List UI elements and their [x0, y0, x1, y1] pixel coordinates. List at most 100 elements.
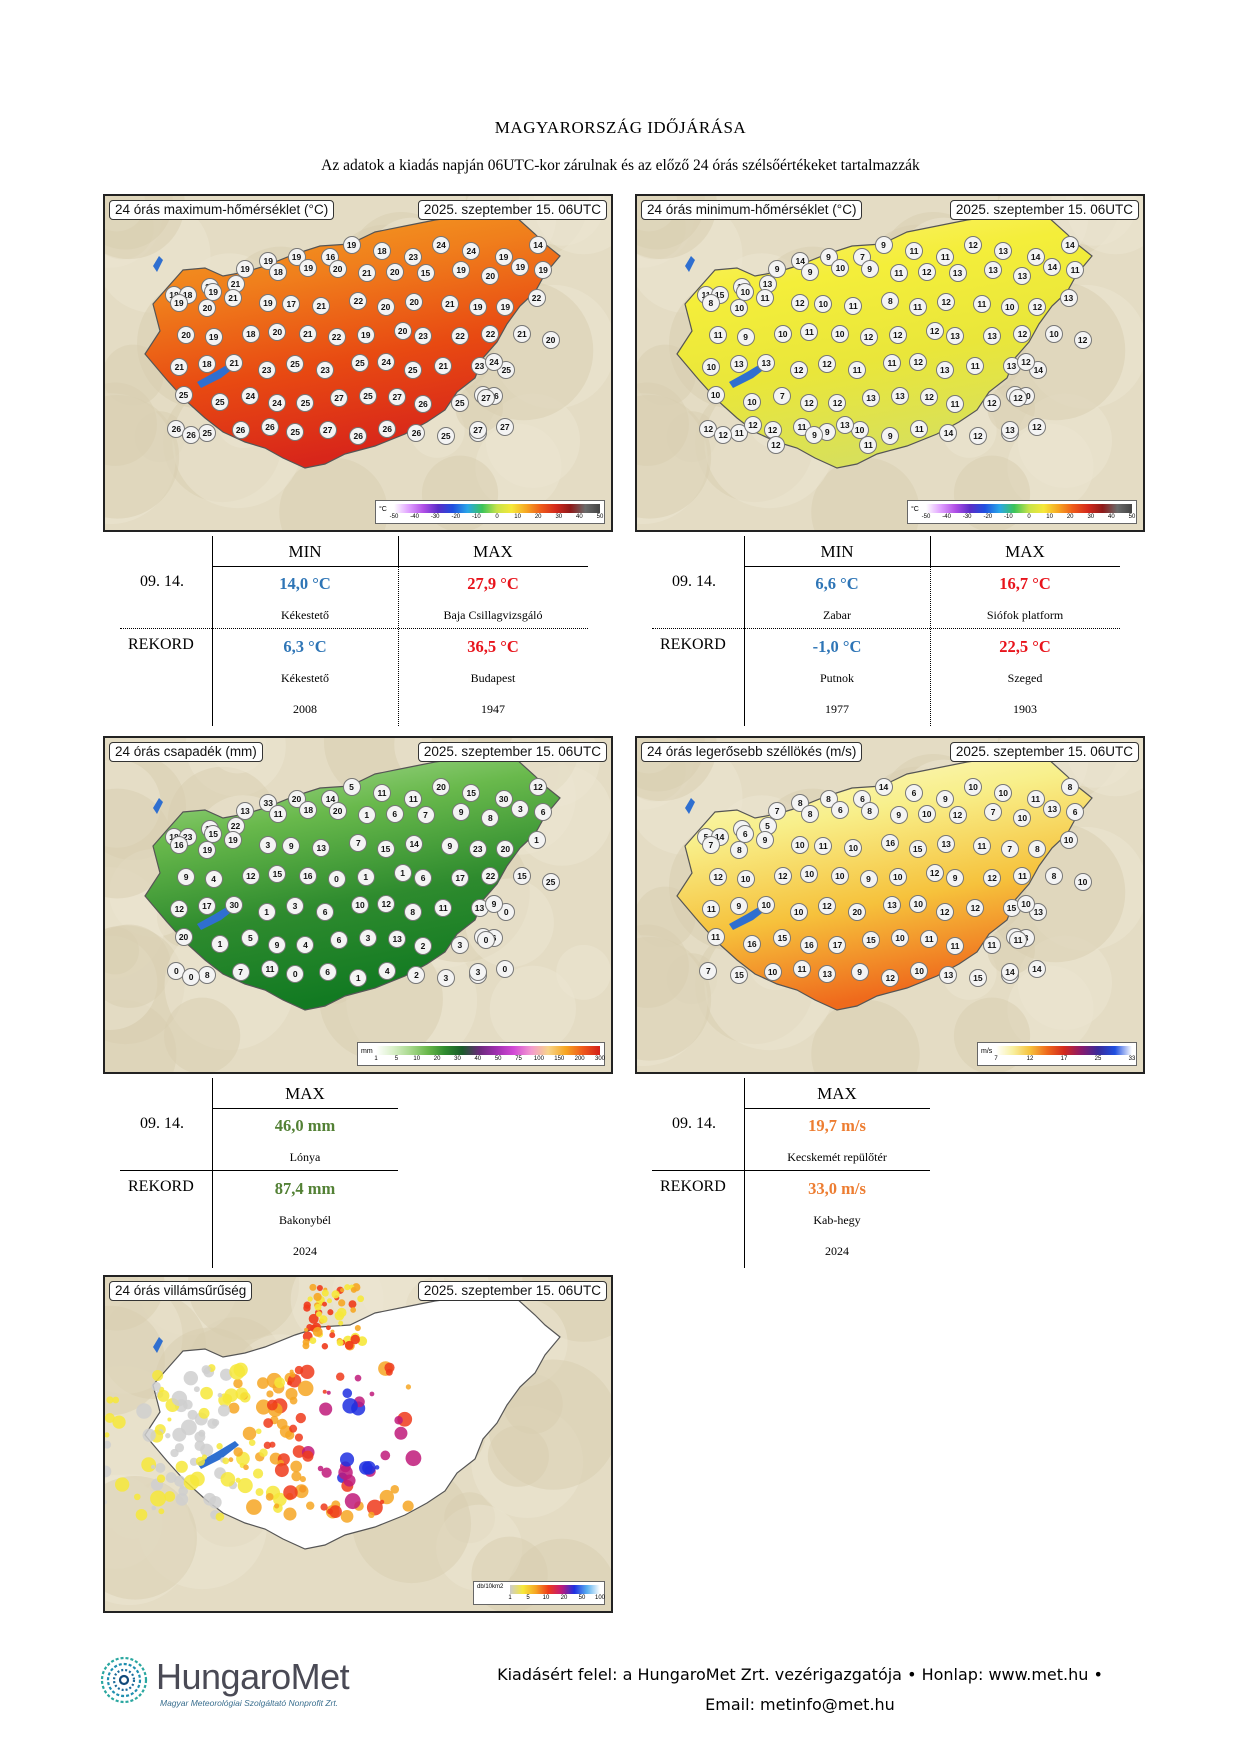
hungaromet-logo: HungaroMet Magyar Meteorológiai Szolgált…	[98, 1650, 358, 1714]
station-value: 13	[994, 242, 1013, 260]
station-value: 13	[818, 965, 837, 984]
station-value: 14	[405, 835, 424, 854]
station-value: 2	[414, 936, 433, 955]
station-value: 20	[385, 262, 404, 281]
station-value: 19	[356, 326, 375, 345]
station-value: 25	[450, 393, 469, 412]
station-value: 6	[831, 800, 850, 819]
scale-tick-label: 75	[515, 1056, 522, 1062]
station-value: 11	[946, 936, 965, 955]
station-value: 15	[416, 264, 435, 283]
station-value: 11	[982, 935, 1001, 954]
station-value: 21	[312, 297, 331, 316]
station-value: 25	[541, 872, 560, 891]
wind-gust-stats: MAX 09. 14. 19,7 m/s Kecskemét repülőtér…	[652, 1078, 942, 1268]
station-value: 21	[513, 324, 531, 343]
station-value: 0	[286, 965, 305, 984]
station-value: 19	[342, 236, 361, 254]
station-value: 9	[736, 328, 755, 347]
station-value: 12	[789, 360, 808, 379]
station-value: 19	[534, 261, 553, 280]
station-value: 19	[494, 248, 513, 266]
station-value: 21	[223, 289, 242, 308]
station-value: 8	[860, 802, 879, 821]
record-min-year: 1977	[825, 702, 849, 716]
station-value: 12	[714, 426, 733, 444]
station-value: 20	[376, 298, 395, 317]
station-value: 15	[861, 930, 880, 949]
station-value: 19	[299, 258, 318, 277]
record-max-value: 36,5 °C	[467, 637, 519, 656]
color-scale: °C -50 -40 -30 -20 -10 0 10 20 30 40 50	[907, 500, 1137, 524]
station-value: 8	[1028, 839, 1047, 858]
station-value: 26	[167, 420, 186, 439]
station-value: 0	[182, 968, 201, 986]
station-value: 24	[432, 236, 451, 254]
station-value: 13	[937, 835, 956, 854]
station-value: 10	[1013, 808, 1032, 827]
station-value: 4	[204, 870, 223, 889]
lake-ferto	[153, 1337, 163, 1353]
station-value: 26	[182, 426, 201, 444]
station-value: 12	[909, 353, 928, 372]
max-temperature-stats: MIN MAX 09. 14. 14,0 °C 27,9 °C Kékestet…	[120, 536, 590, 726]
station-value: 8	[403, 902, 422, 921]
station-value: 10	[1045, 324, 1063, 343]
scale-tick-label: 17	[1060, 1056, 1068, 1062]
station-value: 8	[481, 808, 500, 827]
scale-unit: °C	[911, 506, 919, 513]
station-value: 12	[1027, 418, 1046, 437]
station-value: 10	[1017, 895, 1035, 914]
document-subtitle: Az adatok a kiadás napján 06UTC-kor záru…	[321, 157, 920, 174]
station-value: 12	[377, 895, 396, 914]
station-value: 19	[198, 840, 217, 859]
header-min: MIN	[212, 536, 398, 567]
map-title: 24 órás csapadék (mm)	[109, 742, 263, 762]
station-value: 15	[462, 784, 481, 802]
station-value: 12	[925, 321, 944, 340]
record-max-station: Bakonybél	[279, 1213, 331, 1227]
station-value: 26	[378, 420, 397, 439]
station-value: 10	[730, 298, 749, 317]
station-value: 11	[920, 930, 939, 949]
station-value: 5	[342, 778, 361, 796]
station-value: 24	[485, 353, 503, 372]
row-record-label: REKORD	[128, 636, 194, 653]
precipitation-stats: MAX 09. 14. 46,0 mm Lónya REKORD 87,4 mm…	[120, 1078, 410, 1268]
station-value: 25	[351, 354, 370, 373]
station-value: 7	[768, 802, 787, 821]
station-value: 12	[925, 863, 944, 882]
record-max-value: 22,5 °C	[999, 637, 1051, 656]
station-value: 10	[773, 324, 792, 343]
station-value: 25	[358, 387, 377, 406]
row-date-label: 09. 14.	[672, 573, 716, 590]
record-max-year: 2024	[825, 1244, 849, 1258]
station-value: 10	[909, 895, 928, 914]
scale-tick-label: -50	[921, 514, 931, 520]
station-value: 9	[801, 263, 820, 282]
station-value: 24	[268, 394, 287, 413]
scale-unit: m/s	[981, 1048, 993, 1055]
scale-tick-label: -30	[430, 514, 440, 520]
station-value: 10	[830, 867, 849, 886]
station-value: 22	[349, 292, 368, 311]
station-value: 7	[701, 836, 720, 855]
station-value: 13	[1059, 289, 1078, 308]
station-value: 10	[800, 865, 819, 884]
scale-tick-label: 100	[533, 1056, 544, 1062]
station-value: 30	[225, 895, 244, 914]
station-value: 14	[1026, 248, 1045, 266]
station-value: 24	[377, 353, 396, 372]
station-value: 19	[204, 328, 223, 347]
station-value: 8	[198, 966, 217, 985]
station-value: 11	[883, 354, 902, 373]
station-value: 12	[964, 236, 983, 254]
station-value: 21	[225, 353, 244, 372]
scale-tick-label: 20	[534, 514, 542, 520]
scale-tick-label: 0	[1027, 514, 1031, 520]
station-value: 13	[935, 360, 954, 379]
station-value: 8	[801, 805, 820, 824]
record-min-station: Kékestető	[281, 671, 329, 685]
station-value: 0	[327, 869, 346, 888]
header-max: MAX	[744, 1078, 930, 1109]
